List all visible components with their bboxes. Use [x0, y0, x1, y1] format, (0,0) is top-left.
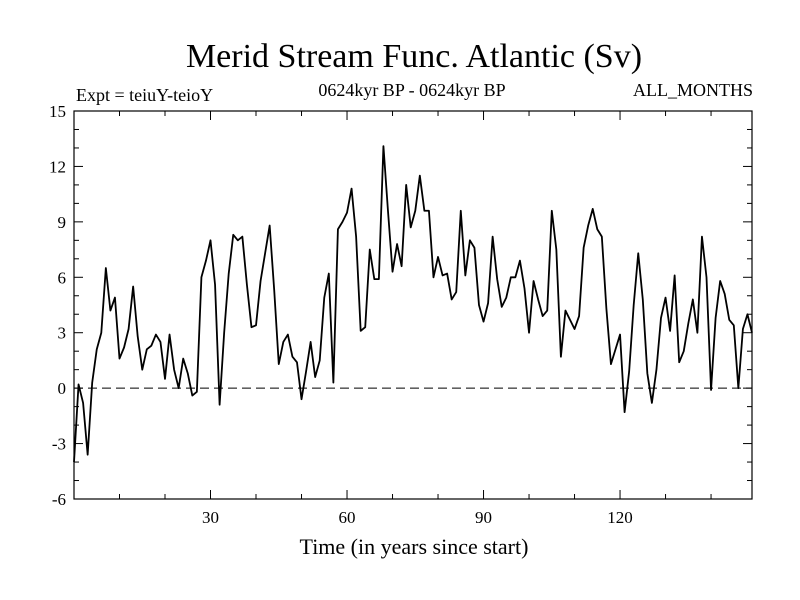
- y-tick-label: -3: [52, 435, 66, 454]
- y-tick-label: 15: [49, 102, 66, 121]
- x-axis-label: Time (in years since start): [300, 534, 529, 559]
- y-tick-label: 0: [58, 379, 67, 398]
- months-label: ALL_MONTHS: [633, 80, 753, 100]
- x-tick-label: 90: [475, 508, 492, 527]
- period-label: 0624kyr BP - 0624kyr BP: [318, 80, 505, 100]
- y-tick-label: 9: [58, 213, 67, 232]
- plot-frame: [73, 110, 753, 500]
- experiment-label: Expt = teiuY-teioY: [76, 85, 213, 105]
- series-line: [73, 145, 753, 463]
- x-tick-label: 60: [339, 508, 356, 527]
- x-tick-label: 120: [607, 508, 633, 527]
- x-tick-label: 30: [202, 508, 219, 527]
- plot-area: -6 -3 0 3 6 9 12 15 30 60 90 120: [49, 102, 753, 527]
- y-tick-label: 6: [58, 268, 67, 287]
- y-tick-label: 3: [58, 324, 67, 343]
- y-tick-label: -6: [52, 490, 66, 509]
- y-tick-label: 12: [49, 157, 66, 176]
- chart-title: Merid Stream Func. Atlantic (Sv): [186, 38, 642, 75]
